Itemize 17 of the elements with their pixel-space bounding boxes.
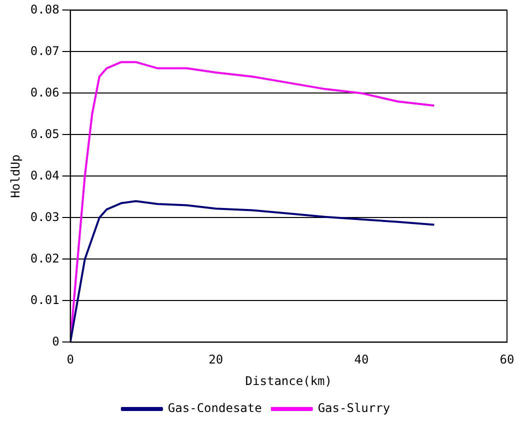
y-tick-label: 0.04	[30, 168, 60, 182]
y-tick-label: 0	[52, 334, 60, 348]
x-tick-label: 40	[354, 352, 369, 367]
x-tick-label: 20	[208, 352, 224, 367]
y-axis-title: HoldUp	[8, 154, 22, 198]
legend-label: Gas-Condesate	[168, 401, 262, 416]
y-tick-label: 0.08	[30, 2, 60, 16]
y-tick-label: 0.05	[30, 126, 60, 141]
x-tick-label: 60	[500, 352, 514, 367]
y-tick-label: 0.07	[30, 44, 60, 58]
legend-label: Gas-Slurry	[318, 401, 390, 416]
y-tick-label: 0.06	[30, 85, 60, 100]
y-tick-label: 0.02	[30, 251, 60, 266]
x-axis-title: Distance(km)	[245, 374, 332, 388]
x-tick-label: 0	[66, 352, 74, 367]
y-tick-label: 0.01	[30, 292, 60, 307]
y-tick-label: 0.03	[30, 210, 60, 224]
